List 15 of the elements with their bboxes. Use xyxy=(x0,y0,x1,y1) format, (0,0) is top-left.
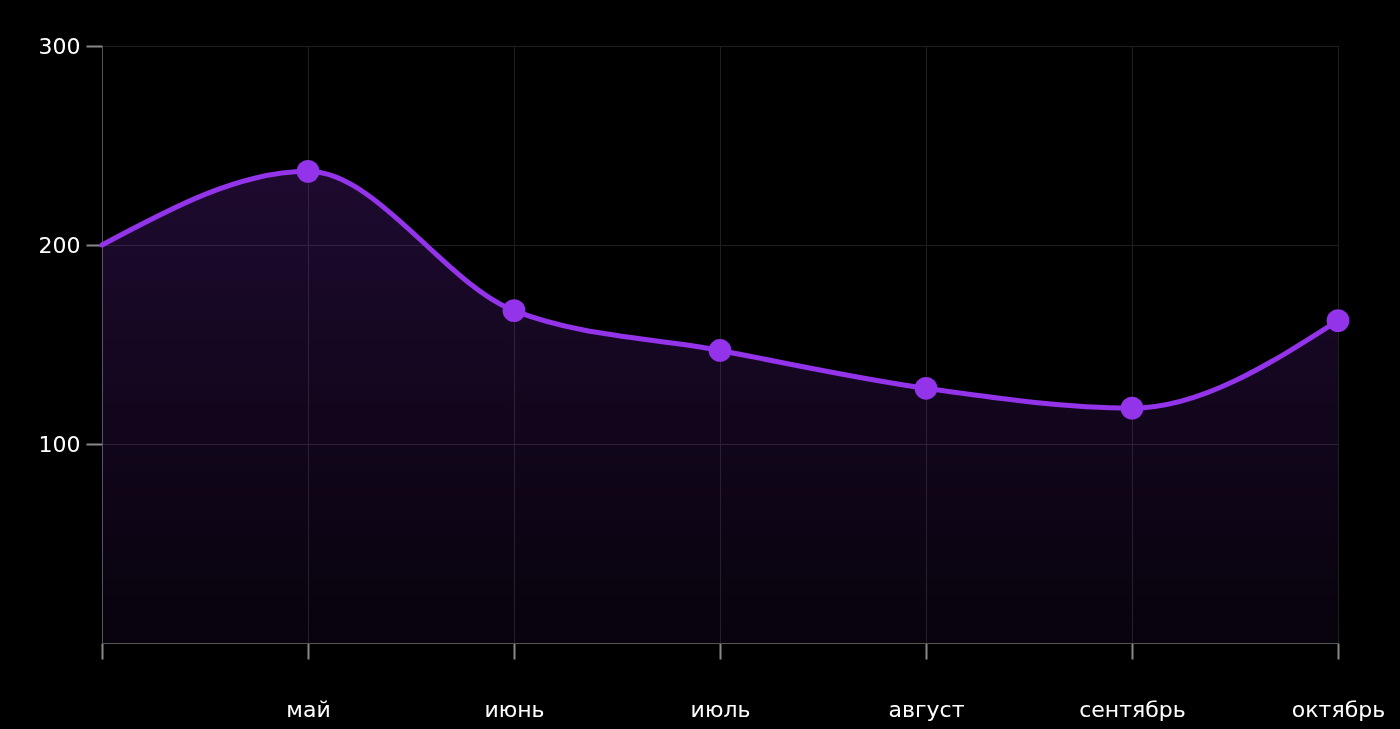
y-tick-label: 200 xyxy=(38,232,81,258)
x-tick-label: сентябрь xyxy=(1079,696,1186,722)
x-tick-label: июнь xyxy=(484,696,545,722)
point xyxy=(296,159,320,183)
x-tick-label: июль xyxy=(690,696,751,722)
point xyxy=(1326,309,1350,332)
x-tick-label: май xyxy=(286,696,331,722)
x-tick-label: август xyxy=(888,696,965,722)
y-tick-label: 100 xyxy=(38,431,81,457)
y-tick-label: 300 xyxy=(38,33,81,59)
point xyxy=(1120,396,1144,420)
point xyxy=(708,339,732,362)
x-tick-label: октябрь xyxy=(1291,696,1386,722)
point xyxy=(914,376,938,400)
point xyxy=(502,299,526,323)
